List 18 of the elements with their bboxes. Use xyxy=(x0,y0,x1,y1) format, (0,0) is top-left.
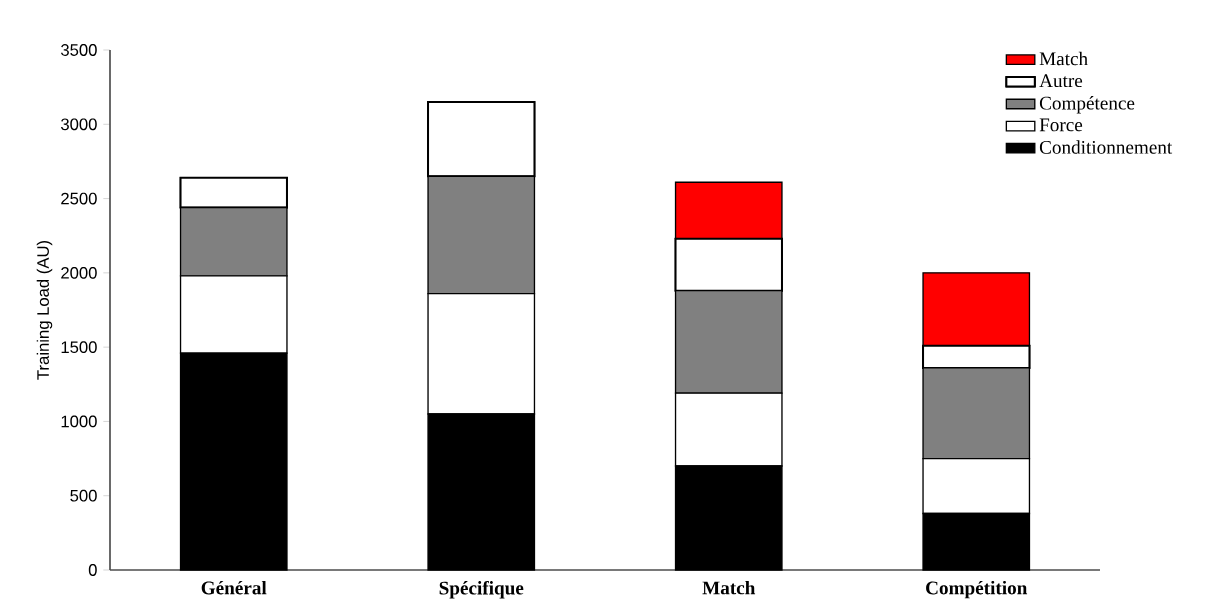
y-tick-label: 1000 xyxy=(61,415,97,428)
x-tick-label: Compétition xyxy=(926,580,1028,599)
x-tick-label: Match xyxy=(702,580,756,595)
y-tick-label: 0 xyxy=(88,564,97,576)
y-tick-label: 500 xyxy=(70,489,97,502)
legend-label: Match xyxy=(1039,51,1088,66)
y-axis-title: Training Load (AU) xyxy=(36,240,53,380)
legend-label: Conditionnement xyxy=(1039,140,1173,154)
legend-label: Force xyxy=(1039,118,1083,132)
y-tick-label: 3000 xyxy=(60,118,97,131)
legend-label: Autre xyxy=(1039,74,1083,88)
y-tick-label: 2500 xyxy=(61,192,97,205)
legend-label: Compétence xyxy=(1039,96,1135,114)
y-tick-label: 1500 xyxy=(61,341,97,354)
y-tick-label: 2000 xyxy=(61,266,97,279)
y-tick-label: 3500 xyxy=(60,44,97,56)
x-tick-label: Spécifique xyxy=(439,580,524,599)
x-tick-label: Général xyxy=(201,580,267,595)
